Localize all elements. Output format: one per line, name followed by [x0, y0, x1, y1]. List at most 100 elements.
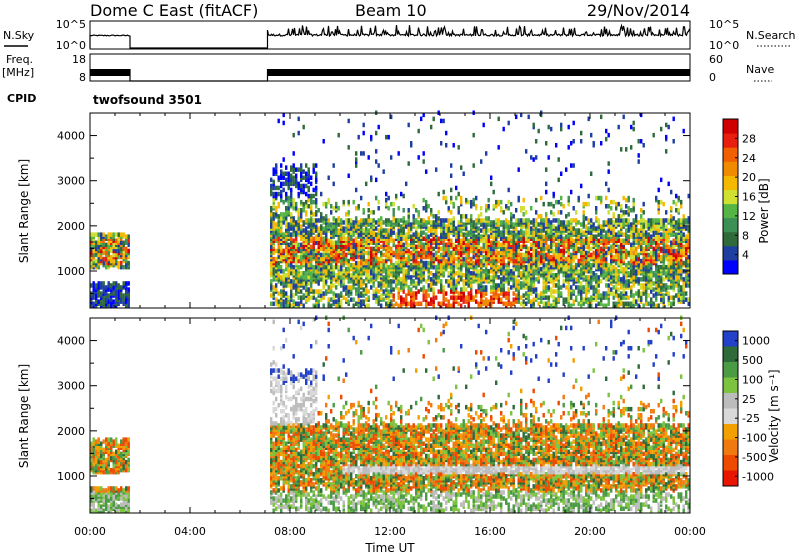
heatmap-cell [290, 165, 293, 170]
heatmap-cell [515, 232, 518, 237]
heatmap-cell [127, 248, 130, 254]
heatmap-cell [557, 289, 560, 294]
heatmap-cell [622, 301, 625, 306]
heatmap-cell [280, 181, 283, 187]
heatmap-cell [330, 303, 333, 308]
heatmap-cell [337, 236, 340, 241]
heatmap-cell [622, 287, 625, 292]
heatmap-cell [580, 295, 583, 300]
heatmap-cell [415, 285, 418, 290]
heatmap-cell [607, 204, 610, 209]
heatmap-cell [345, 218, 348, 223]
heatmap-cell [442, 297, 445, 302]
heatmap-cell [535, 226, 538, 231]
heatmap-cell [595, 195, 598, 201]
heatmap-cell [327, 238, 330, 243]
heatmap-cell [530, 303, 533, 308]
heatmap-cell [547, 254, 550, 260]
heatmap-cell [607, 169, 610, 174]
heatmap-cell [455, 262, 458, 268]
heatmap-cell [272, 301, 275, 306]
heatmap-cell [367, 155, 370, 160]
heatmap-cell [292, 175, 295, 180]
heatmap-cell [295, 226, 298, 231]
heatmap-cell [577, 258, 580, 264]
heatmap-cell [422, 285, 425, 290]
heatmap-cell [585, 224, 588, 229]
heatmap-cell [360, 195, 363, 201]
heatmap-cell [615, 275, 618, 280]
heatmap-cell [542, 262, 545, 268]
heatmap-cell [452, 201, 455, 207]
heatmap-cell [447, 248, 450, 254]
heatmap-cell [570, 163, 573, 168]
heatmap-cell [570, 303, 573, 308]
heatmap-cell [550, 269, 553, 274]
heatmap-cell [115, 297, 118, 302]
heatmap-cell [487, 197, 490, 203]
heatmap-cell [370, 285, 373, 290]
heatmap-cell [552, 295, 555, 300]
heatmap-cell [515, 299, 518, 304]
heatmap-cell [375, 273, 378, 278]
heatmap-cell [302, 220, 305, 225]
heatmap-cell [637, 159, 640, 164]
heatmap-cell [280, 189, 283, 195]
heatmap-cell [562, 297, 565, 302]
heatmap-cell [97, 291, 100, 296]
heatmap-cell [332, 264, 335, 270]
heatmap-cell [602, 238, 605, 243]
heatmap-cell [560, 195, 563, 201]
heatmap-cell [352, 297, 355, 302]
heatmap-cell [97, 236, 100, 241]
heatmap-cell [617, 275, 620, 280]
heatmap-cell [405, 181, 408, 187]
heatmap-cell [102, 232, 105, 237]
heatmap-cell [312, 252, 315, 258]
heatmap-cell [415, 295, 418, 300]
heatmap-cell [290, 173, 293, 178]
heatmap-cell [107, 287, 110, 292]
heatmap-cell [567, 295, 570, 300]
heatmap-cell [495, 289, 498, 294]
heatmap-cell [525, 301, 528, 306]
heatmap-cell [537, 222, 540, 227]
heatmap-cell [565, 262, 568, 268]
heatmap-cell [457, 250, 460, 256]
heatmap-cell [307, 204, 310, 209]
heatmap-cell [557, 264, 560, 270]
heatmap-cell [540, 242, 543, 248]
heatmap-cell [367, 218, 370, 223]
heatmap-cell [292, 151, 295, 156]
heatmap-cell [445, 258, 448, 264]
heatmap-cell [637, 252, 640, 258]
heatmap-cell [590, 252, 593, 258]
heatmap-cell [467, 303, 470, 308]
heatmap-cell [567, 212, 570, 217]
heatmap-cell [450, 218, 453, 223]
heatmap-cell [322, 303, 325, 308]
heatmap-cell [397, 236, 400, 241]
heatmap-cell [355, 250, 358, 256]
heatmap-cell [495, 283, 498, 288]
heatmap-cell [617, 238, 620, 243]
heatmap-cell [445, 218, 448, 223]
heatmap-cell [572, 256, 575, 262]
heatmap-cell [410, 226, 413, 231]
heatmap-cell [520, 281, 523, 286]
heatmap-cell [465, 218, 468, 223]
heatmap-cell [627, 234, 630, 239]
heatmap-cell [442, 218, 445, 223]
heatmap-cell [302, 175, 305, 180]
heatmap-cell [585, 250, 588, 256]
heatmap-cell [442, 293, 445, 298]
heatmap-cell [602, 220, 605, 225]
heatmap-cell [597, 283, 600, 288]
heatmap-cell [577, 220, 580, 225]
heatmap-cell [507, 281, 510, 286]
heatmap-cell [357, 289, 360, 294]
heatmap-cell [280, 275, 283, 280]
heatmap-cell [535, 155, 538, 160]
heatmap-cell [407, 269, 410, 274]
heatmap-cell [460, 199, 463, 205]
